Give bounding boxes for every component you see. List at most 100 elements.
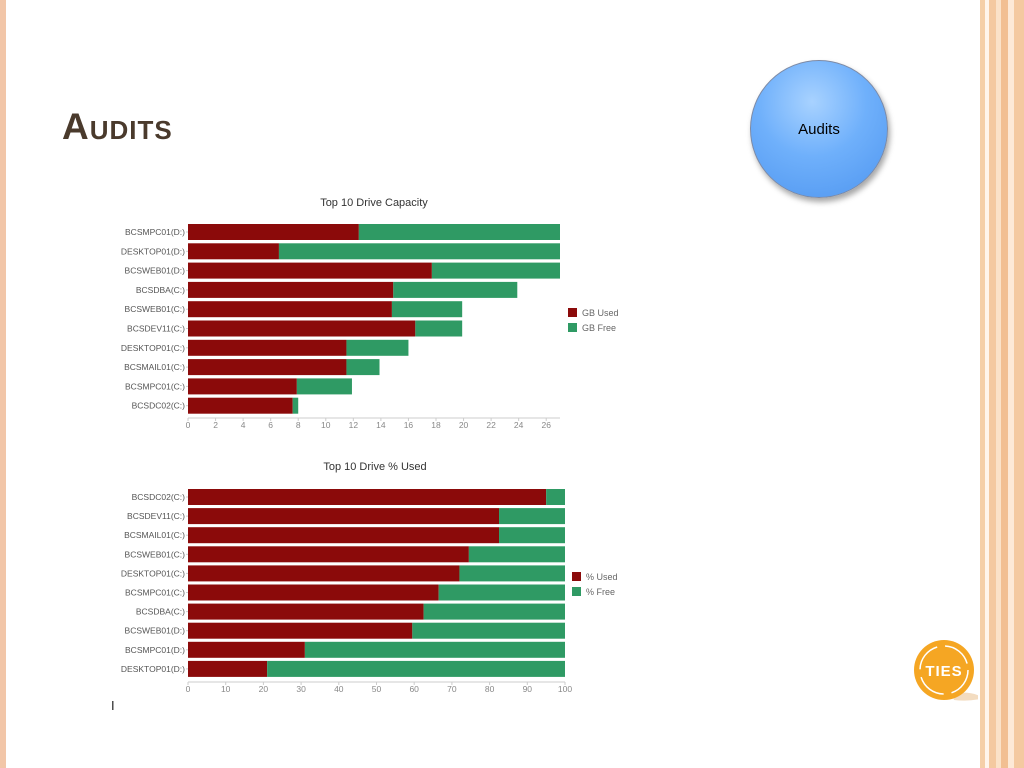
bar-used: [188, 359, 347, 376]
bar-used: [188, 339, 347, 356]
bar-free: [431, 262, 560, 279]
chart-title: Top 10 Drive % Used: [323, 461, 426, 473]
x-tick-label: 24: [514, 420, 524, 430]
bar-free: [412, 622, 565, 639]
x-tick-label: 30: [296, 684, 306, 694]
bar-used: [188, 565, 460, 582]
bar-used: [188, 378, 297, 395]
category-label: DESKTOP01(D:): [121, 664, 185, 674]
category-label: BCSWEB01(D:): [125, 266, 186, 276]
legend-label: GB Free: [582, 323, 616, 333]
bar-free: [499, 508, 565, 525]
legend-swatch: [568, 308, 577, 317]
category-label: BCSDEV11(C:): [127, 511, 185, 521]
x-tick-label: 8: [296, 420, 301, 430]
bar-free: [423, 603, 565, 620]
bar-used: [188, 489, 547, 505]
x-tick-label: 20: [259, 684, 269, 694]
category-label: BCSMPC01(D:): [125, 645, 185, 655]
x-tick-label: 26: [541, 420, 551, 430]
category-label: DESKTOP01(C:): [121, 568, 185, 578]
x-tick-label: 90: [523, 684, 533, 694]
category-label: BCSWEB01(D:): [125, 626, 186, 636]
bar-used: [188, 320, 416, 337]
bar-free: [393, 281, 518, 298]
category-label: BCSDEV11(C:): [127, 324, 185, 334]
x-tick-label: 16: [404, 420, 414, 430]
logo-circle: [914, 640, 974, 700]
logo-ring: [919, 645, 969, 695]
x-tick-label: 6: [268, 420, 273, 430]
bar-used: [188, 243, 279, 260]
category-label: BCSDBA(C:): [136, 607, 185, 617]
slide-frame-right: [976, 0, 1024, 768]
x-tick-label: 22: [486, 420, 496, 430]
bar-used: [188, 622, 413, 639]
bar-used: [188, 603, 424, 620]
bar-free: [292, 397, 299, 414]
x-tick-label: 80: [485, 684, 495, 694]
legend-label: % Used: [586, 572, 618, 582]
category-label: BCSWEB01(C:): [125, 549, 186, 559]
bar-used: [188, 641, 305, 658]
legend-label: GB Used: [582, 308, 619, 318]
bar-free: [459, 565, 565, 582]
bar-used: [188, 224, 359, 240]
x-tick-label: 14: [376, 420, 386, 430]
bar-free: [267, 660, 565, 677]
category-label: DESKTOP01(D:): [121, 246, 185, 256]
x-tick-label: 50: [372, 684, 382, 694]
x-tick-label: 12: [349, 420, 359, 430]
bar-free: [278, 243, 560, 260]
x-tick-label: 60: [409, 684, 419, 694]
bar-free: [438, 584, 565, 601]
legend-swatch: [572, 572, 581, 581]
bar-free: [346, 359, 380, 376]
audits-nav-button[interactable]: Audits: [750, 60, 888, 198]
text-cursor-icon: I: [111, 698, 115, 713]
bar-free: [346, 339, 409, 356]
bar-used: [188, 508, 500, 525]
category-label: BCSDC02(C:): [132, 401, 186, 411]
bar-free: [358, 224, 560, 240]
bar-used: [188, 397, 293, 414]
x-tick-label: 0: [186, 420, 191, 430]
bar-used: [188, 301, 392, 318]
slide-frame-left: [0, 0, 6, 768]
legend-label: % Free: [586, 587, 615, 597]
bar-free: [304, 641, 565, 658]
bar-used: [188, 660, 268, 677]
category-label: BCSWEB01(C:): [125, 304, 186, 314]
x-tick-label: 18: [431, 420, 441, 430]
bar-free: [546, 489, 565, 505]
category-label: BCSMPC01(C:): [125, 588, 185, 598]
legend-swatch: [568, 323, 577, 332]
x-tick-label: 100: [558, 684, 572, 694]
bar-used: [188, 584, 439, 601]
ties-logo: TIES: [914, 640, 978, 701]
category-label: BCSDBA(C:): [136, 285, 185, 295]
category-label: BCSMPC01(C:): [125, 381, 185, 391]
bar-free: [499, 527, 565, 544]
bar-used: [188, 262, 432, 279]
chart-title: Top 10 Drive Capacity: [320, 197, 428, 209]
bar-used: [188, 527, 500, 544]
bar-used: [188, 546, 469, 563]
bar-free: [468, 546, 565, 563]
x-tick-label: 70: [447, 684, 457, 694]
bar-used: [188, 281, 394, 298]
x-tick-label: 4: [241, 420, 246, 430]
audits-nav-button-label: Audits: [798, 120, 840, 138]
legend-swatch: [572, 587, 581, 596]
logo-text: TIES: [925, 663, 962, 680]
category-label: DESKTOP01(C:): [121, 343, 185, 353]
bar-free: [296, 378, 352, 395]
x-tick-label: 40: [334, 684, 344, 694]
bar-free: [391, 301, 463, 318]
slide-title: Audits: [62, 106, 173, 147]
category-label: BCSDC02(C:): [132, 492, 186, 502]
x-tick-label: 20: [459, 420, 469, 430]
x-tick-label: 10: [321, 420, 331, 430]
x-tick-label: 2: [213, 420, 218, 430]
